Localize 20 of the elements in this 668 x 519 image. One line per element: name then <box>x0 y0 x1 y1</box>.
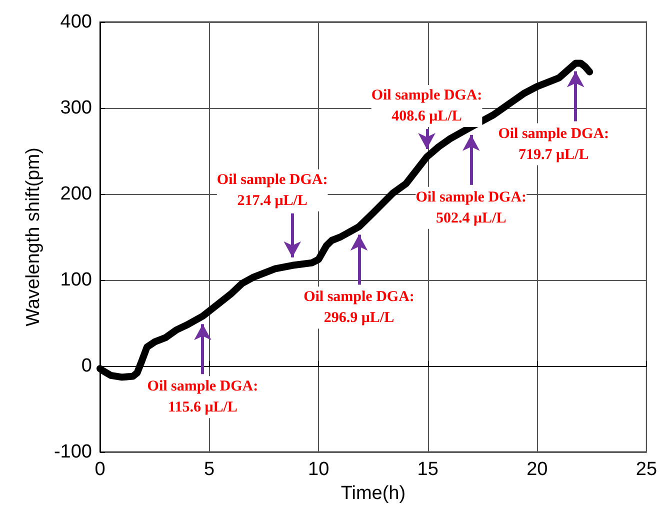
annotation: Oil sample DGA: 115.6 μL/L <box>147 378 258 416</box>
y-tick-label: 200 <box>60 184 92 204</box>
y-tick-label: 300 <box>60 98 92 118</box>
x-tick-label: 0 <box>94 459 106 480</box>
x-tick-label: 25 <box>636 459 658 480</box>
annotation: Oil sample DGA: 502.4 μL/L <box>416 189 527 226</box>
y-tick-label: 100 <box>60 270 92 290</box>
annotation: Oil sample DGA: 719.7 μL/L <box>498 126 610 163</box>
annotation: Oil sample DGA: 217.4 μL/L <box>216 172 328 209</box>
y-tick-label: 0 <box>81 356 92 376</box>
x-axis-title: Time(h) <box>340 482 406 504</box>
x-tick-label: 20 <box>526 459 548 480</box>
y-tick-label: 400 <box>60 12 92 32</box>
y-axis-title: Wavelength shift(pm) <box>23 148 44 326</box>
x-tick-label: 10 <box>308 459 330 480</box>
annotation: Oil sample DGA: 296.9 μL/L <box>304 289 414 326</box>
x-tick-label: 15 <box>417 459 438 480</box>
y-tick-label: -100 <box>54 442 92 462</box>
annotation: Oil sample DGA: 408.6 μL/L <box>371 88 482 125</box>
x-tick-label: 5 <box>204 459 215 480</box>
